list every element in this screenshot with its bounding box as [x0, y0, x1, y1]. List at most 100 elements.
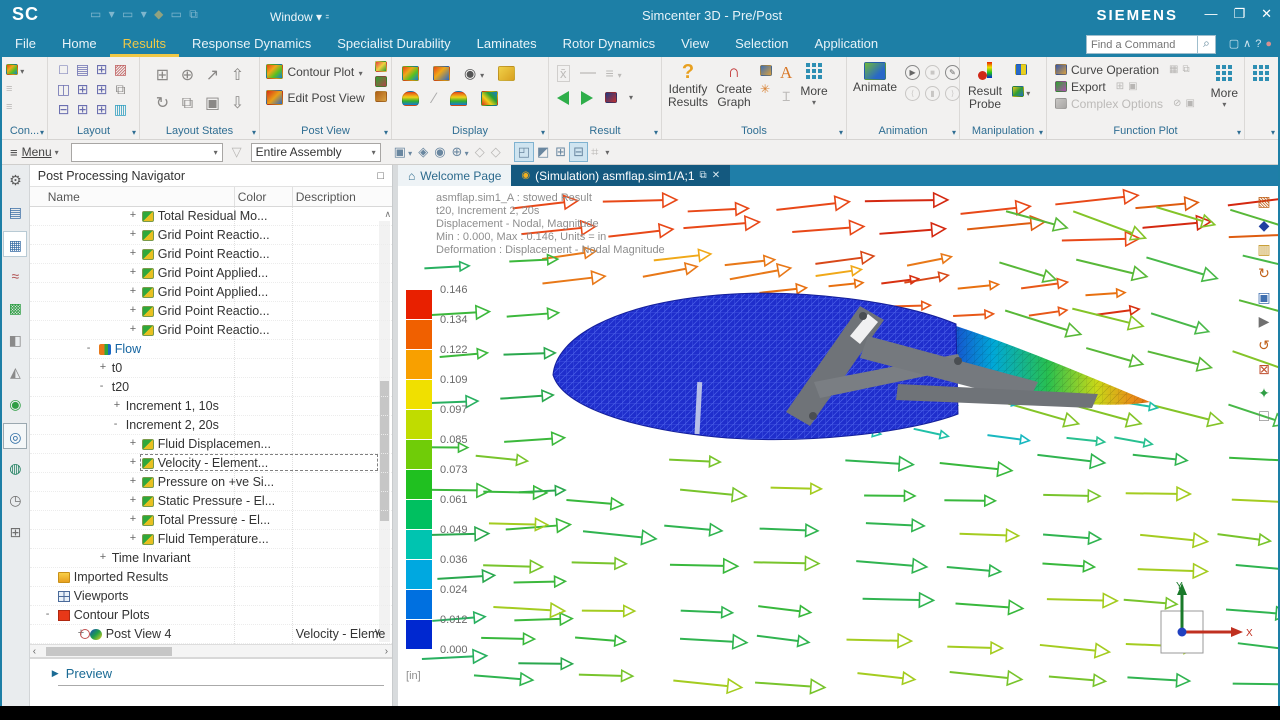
tree-row[interactable]: + Velocity - Element...: [29, 454, 393, 473]
paint-results-icon[interactable]: ✦: [1258, 385, 1270, 401]
identify-results-button[interactable]: ? Identify Results: [668, 61, 709, 109]
hscroll-thumb[interactable]: [45, 647, 172, 656]
post-view-probe-icon[interactable]: [375, 91, 387, 102]
layout-single-icon[interactable]: □: [59, 61, 68, 77]
expand-icon[interactable]: +: [129, 285, 137, 297]
selection-filter-combo[interactable]: ▾: [70, 142, 223, 162]
tree-row[interactable]: + Grid Point Applied...: [29, 264, 393, 283]
preview-expander-icon[interactable]: ▶: [51, 668, 59, 678]
tree-item-label[interactable]: Pressure on +ve Si...: [157, 475, 275, 489]
tree-item-label[interactable]: Velocity - Element...: [157, 456, 269, 470]
refresh-state-icon[interactable]: ↻: [155, 95, 170, 112]
command-search[interactable]: ⌕: [1086, 35, 1216, 54]
delete-post-view-icon[interactable]: ⊠: [1258, 361, 1270, 377]
collapse-icon[interactable]: -: [99, 380, 104, 392]
tree-item-label[interactable]: Imported Results: [73, 570, 169, 584]
web-browser-icon[interactable]: ◎: [3, 423, 28, 449]
edit-post-view-icon[interactable]: ▧: [1257, 193, 1271, 209]
model-display-icon[interactable]: [498, 66, 516, 81]
tree-row[interactable]: + Total Pressure - El...: [29, 511, 393, 530]
element-plot-icon[interactable]: [433, 66, 450, 81]
settings-gear-icon[interactable]: ⚙: [9, 172, 22, 188]
tab-detach-icon[interactable]: ⧉: [699, 170, 707, 181]
expand-icon[interactable]: +: [129, 209, 137, 221]
tree-item-label[interactable]: t0: [111, 361, 123, 375]
tree-row[interactable]: + Grid Point Reactio...: [29, 302, 393, 321]
layout-tag-icon[interactable]: ▥: [113, 101, 128, 117]
add-layout-state-icon[interactable]: ⊕: [180, 67, 195, 84]
reuse-library-icon[interactable]: ◭: [9, 364, 21, 380]
history-clock-icon[interactable]: ◷: [9, 492, 22, 508]
expand-icon[interactable]: +: [129, 228, 137, 240]
next-result-arrow-icon[interactable]: [581, 90, 593, 105]
tree-row[interactable]: - Increment 2, 20s: [29, 416, 393, 435]
menu-item-application[interactable]: Application: [814, 36, 879, 51]
tree-item-label[interactable]: Grid Point Reactio...: [157, 228, 270, 242]
part-navigator-icon[interactable]: ◧: [8, 332, 22, 348]
reset-orientation-icon[interactable]: ↺: [1258, 337, 1270, 353]
tools-more-button[interactable]: More ▾: [800, 61, 828, 109]
collapse-icon[interactable]: -: [86, 342, 91, 354]
layout-mixed-icon[interactable]: ⊞: [95, 101, 108, 117]
tree-row[interactable]: Viewports: [29, 587, 393, 606]
post-view-brush-icon[interactable]: [375, 76, 387, 87]
tree-vertical-scrollbar[interactable]: [379, 221, 391, 642]
play-button[interactable]: ▶: [905, 65, 921, 80]
star-legend-icon[interactable]: [1012, 86, 1025, 98]
internet-globe-icon[interactable]: ◍: [9, 460, 22, 476]
search-icon[interactable]: ⌕: [1198, 35, 1216, 54]
description-dropdown-icon[interactable]: ∨: [373, 627, 382, 638]
tree-item-label[interactable]: Flow: [114, 342, 142, 356]
tree-scrollbar-thumb[interactable]: [380, 381, 390, 521]
apply-down-icon[interactable]: ⇩: [230, 95, 245, 112]
function-plot-more-button[interactable]: More ▾: [1211, 65, 1238, 109]
menu-button[interactable]: Menu: [21, 145, 52, 159]
tree-row[interactable]: + Grid Point Reactio...: [29, 321, 393, 340]
window-grid-icon[interactable]: ⊞: [555, 144, 567, 159]
expand-icon[interactable]: +: [129, 437, 137, 449]
close-button[interactable]: ✕: [1261, 6, 1272, 21]
curve-operation-button[interactable]: Curve Operation ▦ ⧉: [1055, 61, 1244, 78]
tree-row[interactable]: - t20: [29, 378, 393, 397]
menu-item-laminates[interactable]: Laminates: [476, 36, 537, 51]
layout-link-icon[interactable]: ⧉: [115, 81, 126, 97]
apply-up-icon[interactable]: ⇧: [230, 67, 245, 84]
menu-item-rotor-dynamics[interactable]: Rotor Dynamics: [562, 36, 656, 51]
tree-item-label[interactable]: Static Pressure - El...: [157, 494, 276, 508]
menu-item-results[interactable]: Results: [109, 33, 179, 57]
legend-ruler-icon[interactable]: ▥: [1257, 241, 1271, 257]
post-view-icon[interactable]: ◆: [1258, 217, 1270, 233]
search-input[interactable]: [1086, 35, 1198, 54]
cfd-vector-plot[interactable]: [398, 186, 1279, 706]
tree-row[interactable]: + Time Invariant: [29, 549, 393, 568]
edit-post-view-button[interactable]: Edit Post View: [266, 89, 391, 115]
tree-row[interactable]: - Flow: [29, 340, 393, 359]
expand-icon[interactable]: +: [129, 247, 137, 259]
tab-welcome-page[interactable]: ⌂ Welcome Page: [398, 165, 512, 186]
expand-icon[interactable]: +: [99, 361, 107, 373]
expand-icon[interactable]: +: [129, 513, 137, 525]
save-state-icon[interactable]: ▣: [204, 95, 221, 112]
copy-state-icon[interactable]: ⧉: [181, 95, 194, 112]
new-layout-state-icon[interactable]: ⊞: [155, 67, 170, 84]
expand-icon[interactable]: +: [113, 399, 121, 411]
tree-row[interactable]: + Fluid Temperature...: [29, 530, 393, 549]
tree-row[interactable]: + Static Pressure - El...: [29, 492, 393, 511]
tree-item-label[interactable]: Fluid Displacemen...: [157, 437, 271, 451]
expand-icon[interactable]: +: [129, 304, 137, 316]
tree-row[interactable]: + Grid Point Applied...: [29, 283, 393, 302]
ribbon-overflow[interactable]: ▾: [1245, 57, 1278, 139]
layout-split-icon[interactable]: ⊟: [57, 101, 70, 117]
collapse-icon[interactable]: -: [113, 418, 118, 430]
tree-item-label[interactable]: Total Pressure - El...: [157, 513, 271, 527]
render-style-icon[interactable]: ◩: [536, 144, 550, 159]
expand-icon[interactable]: +: [129, 494, 137, 506]
open-state-icon[interactable]: ↗: [205, 67, 220, 84]
tree-item-label[interactable]: Fluid Temperature...: [157, 532, 269, 546]
tree-row[interactable]: + Increment 1, 10s: [29, 397, 393, 416]
preview-section[interactable]: ▶ Preview: [29, 657, 393, 687]
tree-row[interactable]: + t0: [29, 359, 393, 378]
menu-item-file[interactable]: File: [15, 36, 36, 51]
minimize-button[interactable]: —: [1204, 6, 1218, 21]
xy-function-navigator-icon[interactable]: ≈: [11, 268, 20, 284]
